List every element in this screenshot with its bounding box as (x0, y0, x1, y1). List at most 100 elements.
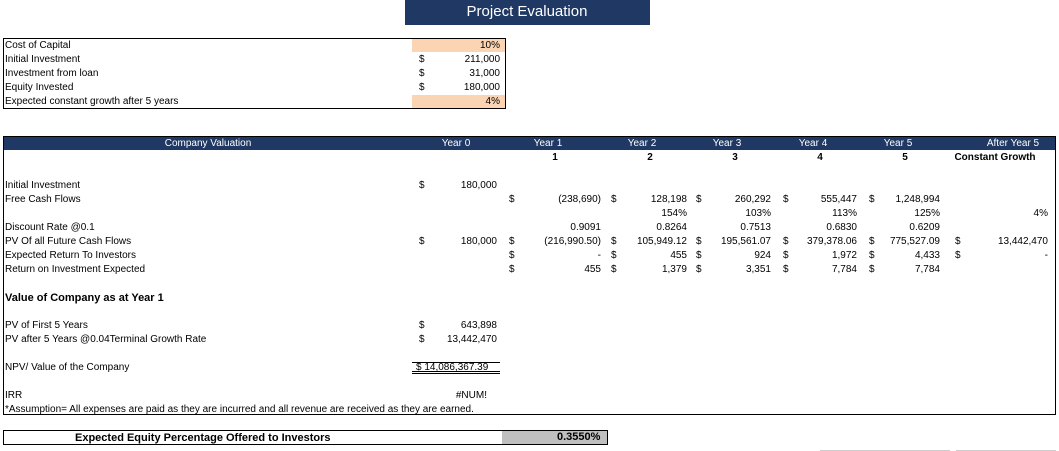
row-label: Discount Rate @0.1 (5, 222, 95, 233)
currency-symbol: $ (419, 320, 425, 331)
input-highlight (412, 39, 505, 52)
footer-highlight (502, 431, 607, 444)
cell-value: 455 (584, 264, 601, 275)
cell-value: 775,527.09 (889, 236, 940, 247)
cell-value: 103% (745, 208, 771, 219)
input-value: 10% (479, 40, 500, 51)
cell-value: $ (611, 194, 617, 205)
cell-value: (216,990.50) (544, 236, 601, 247)
currency-symbol: $ (419, 68, 425, 79)
valuation-header-bar (4, 137, 1055, 150)
npv-underline (412, 362, 500, 374)
cell-value: 4,433 (914, 250, 940, 261)
cell-value: $ (783, 236, 789, 247)
column-header: Year 3 (712, 138, 742, 149)
cell-value: 3,351 (745, 264, 771, 275)
input-value: 211,000 (464, 54, 500, 65)
input-value: 31,000 (469, 68, 500, 79)
cell-value: - (1044, 250, 1048, 261)
cell-value: 260,292 (734, 194, 771, 205)
period-number: 5 (902, 152, 908, 163)
period-number: 3 (732, 152, 738, 163)
cell-value: $ (611, 236, 617, 247)
cell-value: $ (783, 250, 789, 261)
period-number: Constant Growth (954, 152, 1036, 163)
row-label: PV after 5 Years @0.04Terminal Growth Ra… (5, 334, 207, 345)
cell-value: 0.6830 (826, 222, 857, 233)
cell-value: 455 (670, 250, 687, 261)
input-label: Cost of Capital (5, 40, 71, 51)
cell-value: $ (419, 236, 425, 247)
input-value: 180,000 (463, 82, 500, 93)
column-header: After Year 5 (986, 138, 1040, 149)
cell-value: 643,898 (460, 320, 497, 331)
period-number: 4 (817, 152, 823, 163)
input-value: 4% (485, 96, 500, 107)
cell-value: 555,447 (820, 194, 857, 205)
input-label: Initial Investment (5, 54, 81, 65)
period-number: 2 (647, 152, 653, 163)
currency-symbol: $ (419, 82, 425, 93)
cell-value: $ (611, 264, 617, 275)
cell-value: 7,784 (831, 264, 857, 275)
cell-value: 13,442,470 (997, 236, 1048, 247)
cell-value: (238,690) (558, 194, 601, 205)
row-label: Free Cash Flows (5, 194, 81, 205)
cell-value: 195,561.07 (720, 236, 771, 247)
input-label: Equity Invested (5, 82, 74, 93)
period-number: 1 (552, 152, 558, 163)
input-highlight (412, 95, 505, 108)
cell-value: 113% (832, 208, 857, 219)
cell-value: $ (696, 264, 702, 275)
row-label: NPV/ Value of the Company (5, 362, 130, 373)
valuation-box (3, 136, 1056, 415)
row-label: PV Of all Future Cash Flows (5, 236, 132, 247)
currency-symbol: $ (419, 334, 425, 345)
row-label: Initial Investment (5, 180, 81, 191)
row-label: PV of First 5 Years (5, 320, 88, 331)
cell-value: 13,442,470 (446, 334, 497, 345)
cell-value: 180,000 (460, 180, 497, 191)
cell-value: 180,000 (460, 236, 497, 247)
cell-value: $ (955, 250, 961, 261)
cell-value: 1,248,994 (895, 194, 941, 205)
cell-value: 128,198 (650, 194, 687, 205)
cell-value: $ (783, 264, 789, 275)
cell-value: 0.8264 (656, 222, 687, 233)
column-header: Year 4 (798, 138, 828, 149)
cell-value: $ (509, 194, 515, 205)
cell-value: $ (509, 236, 515, 247)
input-label: Investment from loan (5, 68, 99, 79)
column-header: Company Valuation (164, 138, 252, 149)
cell-value: $ (955, 236, 961, 247)
row-label: Return on Investment Expected (5, 264, 146, 275)
column-header: Year 0 (441, 138, 471, 149)
cell-value: 0.6209 (909, 222, 940, 233)
cell-value: $ (869, 194, 875, 205)
column-header: Year 2 (627, 138, 657, 149)
cell-value: $ (696, 194, 702, 205)
cell-value: 0.7513 (740, 222, 771, 233)
cell-value: 154% (661, 208, 687, 219)
cell-value: $ (696, 236, 702, 247)
section-heading: Value of Company as at Year 1 (5, 292, 164, 304)
page-title: Project Evaluation (466, 3, 588, 20)
cell-value: 4% (1033, 208, 1048, 219)
cell-value: $ (509, 264, 515, 275)
column-header: Year 5 (883, 138, 913, 149)
cell-value: 0.9091 (570, 222, 601, 233)
currency-symbol: $ (419, 54, 425, 65)
cell-value: 105,949.12 (636, 236, 687, 247)
cell-value: 379,378.06 (806, 236, 857, 247)
cell-value: $ (696, 250, 702, 261)
title-bar (405, 0, 650, 25)
input-label: Expected constant growth after 5 years (5, 96, 179, 107)
cell-value: - (597, 250, 601, 261)
cell-value: 924 (754, 250, 771, 261)
footer-value: 0.3550% (557, 431, 601, 443)
row-label: IRR (5, 390, 23, 401)
cell-value: 1,972 (831, 250, 857, 261)
cell-value: $ (419, 180, 425, 191)
row-label: Expected Return To Investors (5, 250, 136, 261)
